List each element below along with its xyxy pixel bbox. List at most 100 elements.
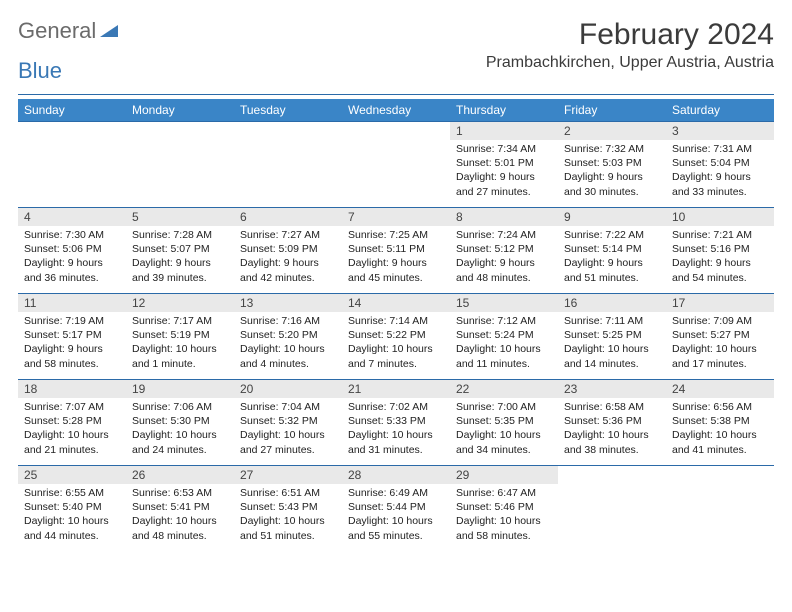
day-number: 11: [18, 294, 126, 312]
day-number: 2: [558, 122, 666, 140]
day-number: 9: [558, 208, 666, 226]
day-details: Sunrise: 6:49 AMSunset: 5:44 PMDaylight:…: [342, 484, 450, 547]
calendar-cell: [342, 121, 450, 207]
day-number: 4: [18, 208, 126, 226]
calendar-cell: 6Sunrise: 7:27 AMSunset: 5:09 PMDaylight…: [234, 207, 342, 293]
calendar-cell: [234, 121, 342, 207]
calendar-cell: 25Sunrise: 6:55 AMSunset: 5:40 PMDayligh…: [18, 465, 126, 551]
calendar-cell: 16Sunrise: 7:11 AMSunset: 5:25 PMDayligh…: [558, 293, 666, 379]
day-header: Wednesday: [342, 99, 450, 121]
calendar-cell: 4Sunrise: 7:30 AMSunset: 5:06 PMDaylight…: [18, 207, 126, 293]
calendar-cell: 26Sunrise: 6:53 AMSunset: 5:41 PMDayligh…: [126, 465, 234, 551]
day-details: Sunrise: 6:55 AMSunset: 5:40 PMDaylight:…: [18, 484, 126, 547]
month-title: February 2024: [486, 18, 774, 52]
day-number: 16: [558, 294, 666, 312]
day-details: Sunrise: 7:31 AMSunset: 5:04 PMDaylight:…: [666, 140, 774, 203]
day-details: Sunrise: 6:51 AMSunset: 5:43 PMDaylight:…: [234, 484, 342, 547]
calendar-cell: 13Sunrise: 7:16 AMSunset: 5:20 PMDayligh…: [234, 293, 342, 379]
calendar-cell: 9Sunrise: 7:22 AMSunset: 5:14 PMDaylight…: [558, 207, 666, 293]
day-number: 13: [234, 294, 342, 312]
day-number: 15: [450, 294, 558, 312]
day-details: Sunrise: 7:06 AMSunset: 5:30 PMDaylight:…: [126, 398, 234, 461]
day-number: 23: [558, 380, 666, 398]
day-number: 10: [666, 208, 774, 226]
logo-triangle-icon: [100, 25, 118, 37]
day-details: Sunrise: 7:19 AMSunset: 5:17 PMDaylight:…: [18, 312, 126, 375]
calendar-cell: 11Sunrise: 7:19 AMSunset: 5:17 PMDayligh…: [18, 293, 126, 379]
location-subtitle: Prambachkirchen, Upper Austria, Austria: [486, 54, 774, 72]
day-details: Sunrise: 7:07 AMSunset: 5:28 PMDaylight:…: [18, 398, 126, 461]
day-number: 26: [126, 466, 234, 484]
calendar-cell: 20Sunrise: 7:04 AMSunset: 5:32 PMDayligh…: [234, 379, 342, 465]
calendar-cell: 17Sunrise: 7:09 AMSunset: 5:27 PMDayligh…: [666, 293, 774, 379]
day-number: 6: [234, 208, 342, 226]
day-details: Sunrise: 7:16 AMSunset: 5:20 PMDaylight:…: [234, 312, 342, 375]
day-details: Sunrise: 7:04 AMSunset: 5:32 PMDaylight:…: [234, 398, 342, 461]
calendar-cell: 7Sunrise: 7:25 AMSunset: 5:11 PMDaylight…: [342, 207, 450, 293]
day-details: Sunrise: 6:53 AMSunset: 5:41 PMDaylight:…: [126, 484, 234, 547]
title-block: February 2024 Prambachkirchen, Upper Aus…: [486, 18, 774, 72]
day-details: Sunrise: 7:02 AMSunset: 5:33 PMDaylight:…: [342, 398, 450, 461]
day-details: Sunrise: 7:24 AMSunset: 5:12 PMDaylight:…: [450, 226, 558, 289]
calendar-cell: 10Sunrise: 7:21 AMSunset: 5:16 PMDayligh…: [666, 207, 774, 293]
day-number: 17: [666, 294, 774, 312]
calendar-cell: 22Sunrise: 7:00 AMSunset: 5:35 PMDayligh…: [450, 379, 558, 465]
calendar-cell: 12Sunrise: 7:17 AMSunset: 5:19 PMDayligh…: [126, 293, 234, 379]
day-header: Friday: [558, 99, 666, 121]
calendar-cell: [558, 465, 666, 551]
day-details: Sunrise: 7:17 AMSunset: 5:19 PMDaylight:…: [126, 312, 234, 375]
day-number: 24: [666, 380, 774, 398]
calendar-cell: 29Sunrise: 6:47 AMSunset: 5:46 PMDayligh…: [450, 465, 558, 551]
day-header: Saturday: [666, 99, 774, 121]
day-details: Sunrise: 7:22 AMSunset: 5:14 PMDaylight:…: [558, 226, 666, 289]
calendar-cell: [666, 465, 774, 551]
day-details: Sunrise: 6:47 AMSunset: 5:46 PMDaylight:…: [450, 484, 558, 547]
day-details: Sunrise: 7:25 AMSunset: 5:11 PMDaylight:…: [342, 226, 450, 289]
day-number: 21: [342, 380, 450, 398]
day-number: 18: [18, 380, 126, 398]
day-number: 19: [126, 380, 234, 398]
calendar-cell: 24Sunrise: 6:56 AMSunset: 5:38 PMDayligh…: [666, 379, 774, 465]
day-number: 8: [450, 208, 558, 226]
day-number: 22: [450, 380, 558, 398]
calendar-cell: [126, 121, 234, 207]
day-header: Tuesday: [234, 99, 342, 121]
calendar-cell: [18, 121, 126, 207]
logo-text-general: General: [18, 18, 96, 44]
day-number: 25: [18, 466, 126, 484]
day-number: 28: [342, 466, 450, 484]
day-number: 3: [666, 122, 774, 140]
day-details: Sunrise: 6:58 AMSunset: 5:36 PMDaylight:…: [558, 398, 666, 461]
calendar-cell: 23Sunrise: 6:58 AMSunset: 5:36 PMDayligh…: [558, 379, 666, 465]
day-details: Sunrise: 7:34 AMSunset: 5:01 PMDaylight:…: [450, 140, 558, 203]
day-details: Sunrise: 7:12 AMSunset: 5:24 PMDaylight:…: [450, 312, 558, 375]
day-details: Sunrise: 7:21 AMSunset: 5:16 PMDaylight:…: [666, 226, 774, 289]
day-details: Sunrise: 7:30 AMSunset: 5:06 PMDaylight:…: [18, 226, 126, 289]
header-rule: [18, 94, 774, 95]
calendar-cell: 8Sunrise: 7:24 AMSunset: 5:12 PMDaylight…: [450, 207, 558, 293]
calendar-cell: 18Sunrise: 7:07 AMSunset: 5:28 PMDayligh…: [18, 379, 126, 465]
logo-text-blue: Blue: [18, 58, 62, 83]
calendar-cell: 2Sunrise: 7:32 AMSunset: 5:03 PMDaylight…: [558, 121, 666, 207]
day-number: 20: [234, 380, 342, 398]
day-details: Sunrise: 6:56 AMSunset: 5:38 PMDaylight:…: [666, 398, 774, 461]
brand-logo: General: [18, 18, 120, 44]
calendar-cell: 3Sunrise: 7:31 AMSunset: 5:04 PMDaylight…: [666, 121, 774, 207]
day-number: 7: [342, 208, 450, 226]
day-details: Sunrise: 7:09 AMSunset: 5:27 PMDaylight:…: [666, 312, 774, 375]
day-header: Monday: [126, 99, 234, 121]
day-number: 14: [342, 294, 450, 312]
calendar-cell: 27Sunrise: 6:51 AMSunset: 5:43 PMDayligh…: [234, 465, 342, 551]
day-number: 29: [450, 466, 558, 484]
calendar-cell: 14Sunrise: 7:14 AMSunset: 5:22 PMDayligh…: [342, 293, 450, 379]
day-number: 1: [450, 122, 558, 140]
calendar-cell: 5Sunrise: 7:28 AMSunset: 5:07 PMDaylight…: [126, 207, 234, 293]
calendar-cell: 15Sunrise: 7:12 AMSunset: 5:24 PMDayligh…: [450, 293, 558, 379]
day-header: Sunday: [18, 99, 126, 121]
day-details: Sunrise: 7:27 AMSunset: 5:09 PMDaylight:…: [234, 226, 342, 289]
calendar-cell: 19Sunrise: 7:06 AMSunset: 5:30 PMDayligh…: [126, 379, 234, 465]
day-number: 5: [126, 208, 234, 226]
calendar-cell: 21Sunrise: 7:02 AMSunset: 5:33 PMDayligh…: [342, 379, 450, 465]
day-number: 12: [126, 294, 234, 312]
calendar-grid: SundayMondayTuesdayWednesdayThursdayFrid…: [18, 99, 774, 551]
